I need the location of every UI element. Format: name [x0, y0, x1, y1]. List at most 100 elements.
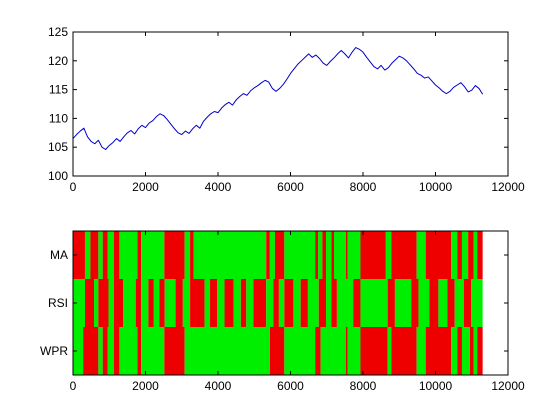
x-tick-label: 4000: [205, 180, 232, 194]
x-tick-label: 12000: [491, 379, 525, 393]
signal-buy-segment-ma: [461, 231, 469, 279]
signal-buy-segment-ma: [318, 231, 323, 279]
signal-buy-segment-rsi: [266, 279, 274, 327]
x-tick-label: 0: [70, 180, 77, 194]
signal-buy-segment-ma: [347, 231, 361, 279]
x-tick-label: 6000: [277, 180, 304, 194]
signal-buy-segment-rsi: [108, 279, 114, 327]
signal-axis-ticks: 0 2000 4000 6000 8000 10000 12000 MA RSI WPR: [40, 231, 525, 393]
signal-buy-segment-wpr: [98, 327, 103, 375]
y-tick-label: 125: [48, 25, 68, 39]
signal-buy-segment-ma: [326, 231, 332, 279]
row-label-ma: MA: [50, 248, 68, 262]
signal-sell-segment-wpr: [360, 327, 388, 375]
signal-sell-segment-rsi: [224, 279, 234, 327]
signal-sell-segment-rsi: [159, 279, 165, 327]
signal-sell-segment-rsi: [273, 279, 279, 327]
signal-buy-segment-wpr: [284, 327, 316, 375]
signal-buy-segment-rsi: [164, 279, 176, 327]
signal-buy-segment-rsi: [278, 279, 285, 327]
y-tick-label: 105: [48, 140, 68, 154]
signal-buy-segment-wpr: [451, 327, 458, 375]
signal-buy-segment-rsi: [153, 279, 160, 327]
signal-sell-segment-ma: [73, 231, 85, 279]
signal-sell-segment-wpr: [315, 327, 321, 375]
signal-buy-segment-rsi: [73, 279, 85, 327]
signal-buy-segment-rsi: [141, 279, 149, 327]
signal-sell-segment-ma: [468, 231, 474, 279]
signal-buy-segment-wpr: [387, 327, 392, 375]
x-tick-label: 8000: [350, 180, 377, 194]
signal-sell-segment-rsi: [98, 279, 109, 327]
signal-buy-segment-ma: [119, 231, 138, 279]
signal-sell-segment-ma: [331, 231, 334, 279]
x-tick-label: 0: [70, 379, 77, 393]
signal-sell-segment-rsi: [190, 279, 205, 327]
signal-sell-segment-wpr: [345, 327, 348, 375]
x-tick-label: 10000: [419, 180, 453, 194]
signal-sell-segment-wpr: [269, 327, 285, 375]
x-tick-label: 6000: [277, 379, 304, 393]
price-axis-ticks: 0 2000 4000 6000 8000 10000 12000 100 105 110 115 1…: [48, 25, 525, 194]
signal-buy-segment-wpr: [320, 327, 346, 375]
signal-sell-segment-wpr: [102, 327, 108, 375]
signal-sell-segment-rsi: [429, 279, 439, 327]
y-tick-label: 115: [49, 83, 68, 97]
signal-sell-segment-wpr: [457, 327, 462, 375]
signal-buy-segment-wpr: [141, 327, 165, 375]
signal-sell-segment-ma: [457, 231, 462, 279]
signal-buy-segment-ma: [334, 231, 346, 279]
signal-plot-area: [73, 231, 483, 375]
signal-buy-segment-ma: [451, 231, 458, 279]
signal-buy-segment-rsi: [360, 279, 388, 327]
signal-buy-segment-ma: [269, 231, 275, 279]
signal-buy-segment-rsi: [182, 279, 191, 327]
signal-sell-segment-ma: [391, 231, 417, 279]
signal-buy-segment-ma: [84, 231, 91, 279]
signal-sell-segment-rsi: [387, 279, 395, 327]
signal-buy-segment-rsi: [94, 279, 99, 327]
signal-sell-segment-rsi: [318, 279, 327, 327]
signal-buy-segment-rsi: [394, 279, 412, 327]
signal-buy-segment-rsi: [336, 279, 354, 327]
signal-sell-segment-wpr: [164, 327, 185, 375]
signal-buy-segment-ma: [385, 231, 392, 279]
signal-sell-segment-rsi: [175, 279, 183, 327]
y-tick-label: 110: [49, 111, 68, 125]
x-tick-label: 10000: [419, 379, 453, 393]
signal-buy-segment-rsi: [217, 279, 225, 327]
x-tick-label: 2000: [132, 379, 159, 393]
signal-buy-segment-rsi: [418, 279, 430, 327]
signal-sell-segment-wpr: [477, 327, 483, 375]
signal-sell-segment-ma: [425, 231, 452, 279]
signal-sell-segment-wpr: [425, 327, 452, 375]
signal-buy-segment-rsi: [123, 279, 136, 327]
signal-sell-segment-ma: [113, 231, 120, 279]
signal-buy-segment-wpr: [473, 327, 478, 375]
signal-buy-segment-wpr: [107, 327, 114, 375]
signal-sell-segment-wpr: [469, 327, 474, 375]
signal-buy-segment-ma: [98, 231, 103, 279]
signal-buy-segment-rsi: [293, 279, 301, 327]
signal-sell-segment-ma: [90, 231, 99, 279]
signal-sell-segment-rsi: [84, 279, 95, 327]
signal-buy-segment-rsi: [326, 279, 332, 327]
signal-sell-segment-wpr: [113, 327, 120, 375]
signal-buy-segment-ma: [193, 231, 267, 279]
signal-buy-segment-rsi: [471, 279, 483, 327]
signal-sell-segment-rsi: [411, 279, 419, 327]
signal-buy-segment-rsi: [233, 279, 241, 327]
signal-buy-segment-rsi: [204, 279, 211, 327]
signal-sell-segment-ma: [322, 231, 327, 279]
signal-buy-segment-wpr: [416, 327, 426, 375]
signal-buy-segment-ma: [107, 231, 114, 279]
signal-buy-segment-wpr: [461, 327, 470, 375]
signal-sell-segment-rsi: [113, 279, 124, 327]
y-tick-label: 100: [48, 169, 68, 183]
signal-sell-segment-wpr: [83, 327, 99, 375]
signal-buy-segment-ma: [284, 231, 316, 279]
signal-buy-segment-ma: [416, 231, 426, 279]
x-tick-label: 4000: [205, 379, 232, 393]
signal-sell-segment-rsi: [353, 279, 361, 327]
